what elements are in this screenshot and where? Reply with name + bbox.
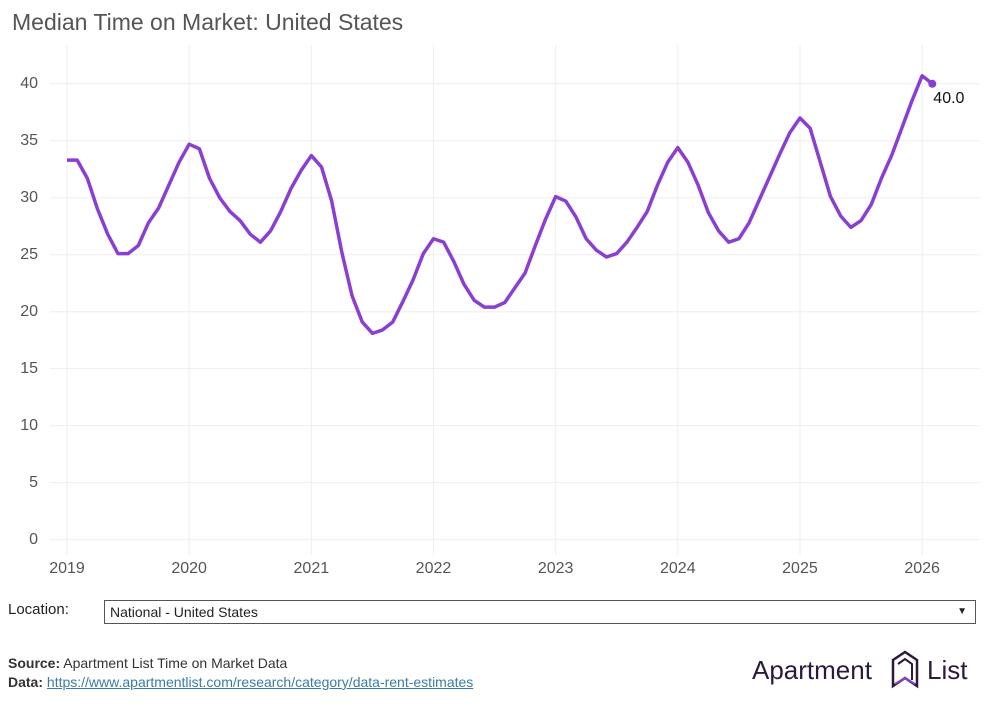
location-select[interactable]: National - United States ▼ [104,600,976,624]
end-point [928,79,937,88]
x-tick-label: 2022 [416,560,452,577]
y-tick-label: 15 [20,360,38,377]
x-tick-label: 2024 [660,560,696,577]
value-label: 40.0 [933,90,964,107]
logo: Apartment List [752,650,968,689]
chart-title: Median Time on Market: United States [12,9,403,35]
logo-icon [894,676,916,685]
x-tick-label: 2020 [171,560,207,577]
y-tick-label: 10 [20,417,38,434]
y-tick-label: 40 [20,75,38,92]
logo-icon [897,657,913,680]
y-tick-label: 30 [20,189,38,206]
data-label: Data: [8,674,44,690]
x-tick-label: 2026 [904,560,940,577]
brand-name: Apartment [752,655,873,685]
source-label: Source: [8,655,61,671]
location-label: Location: [8,601,69,618]
data-link[interactable]: https://www.apartmentlist.com/research/c… [46,674,474,690]
line-series [67,74,934,336]
y-tick-label: 0 [29,531,38,548]
x-tick-label: 2021 [294,560,330,577]
x-tick-label: 2025 [782,560,818,577]
source-text: Apartment List Time on Market Data [63,655,288,671]
y-tick-label: 25 [20,246,38,263]
dropdown-arrow: ▼ [957,606,967,617]
x-tick-label: 2019 [49,560,85,577]
brand-name: List [927,655,968,685]
logo-icon [891,650,919,689]
data-line: Data: https://www.apartmentlist.com/rese… [8,674,473,690]
y-tick-label: 35 [20,132,38,149]
location-value: National - United States [110,604,258,620]
x-tick-label: 2023 [538,560,574,577]
source-line: Source: Apartment List Time on Market Da… [8,655,287,671]
y-tick-label: 20 [20,303,38,320]
y-tick-label: 5 [29,474,38,491]
